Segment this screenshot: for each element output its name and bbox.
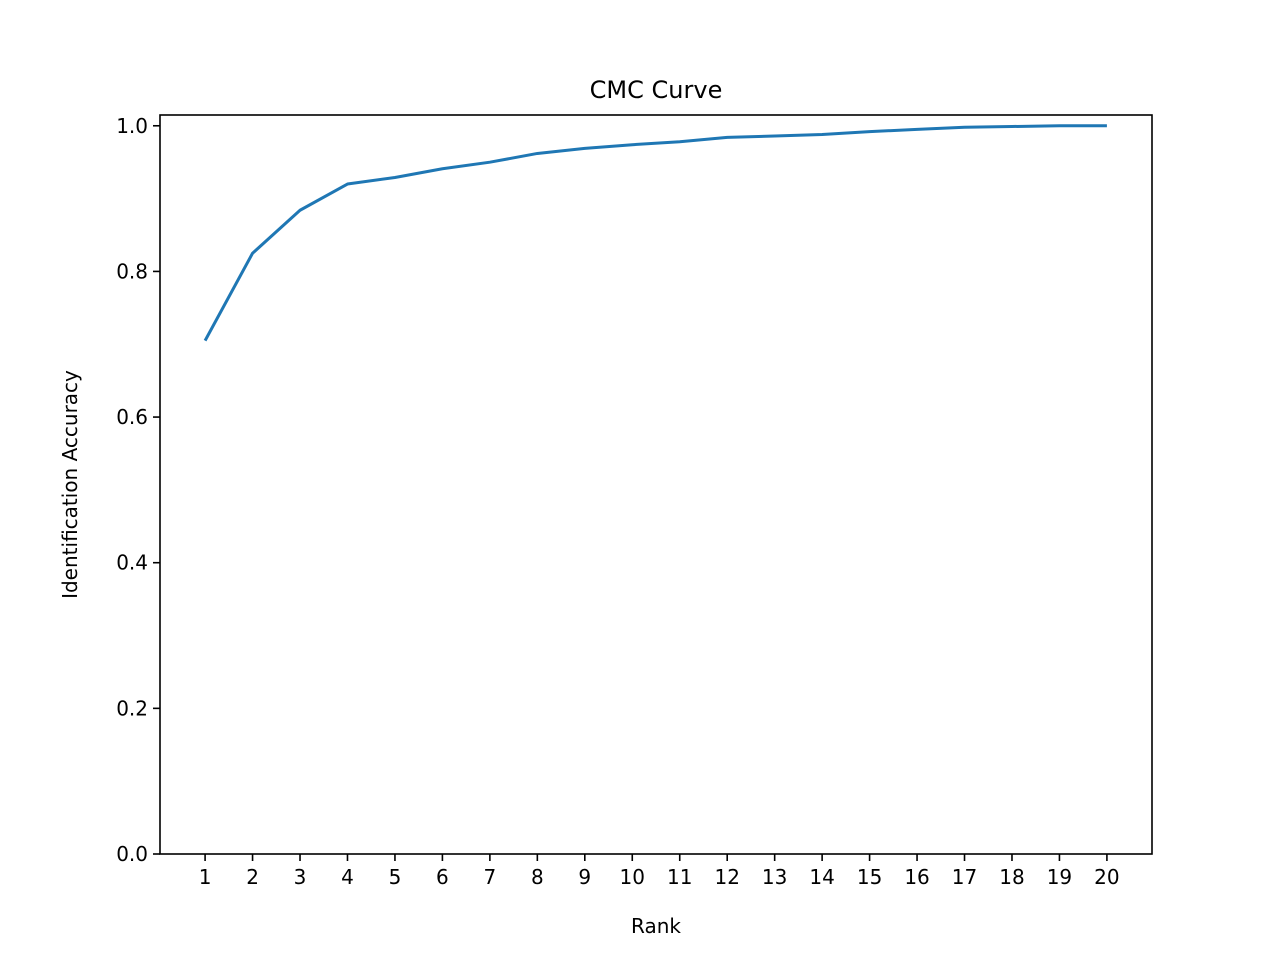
series-lines: [203, 124, 1107, 342]
y-tick-label: 0.8: [116, 259, 148, 283]
x-tick-label: 7: [484, 865, 497, 889]
x-tick-label: 1: [199, 865, 212, 889]
y-axis-label: Identification Accuracy: [58, 370, 82, 599]
x-tick-label: 18: [999, 865, 1024, 889]
x-tick-label: 11: [667, 865, 692, 889]
x-tick-label: 12: [714, 865, 739, 889]
x-tick-label: 6: [436, 865, 449, 889]
x-tick-label: 4: [341, 865, 354, 889]
x-tick-label: 2: [246, 865, 259, 889]
x-tick-label: 16: [904, 865, 929, 889]
x-tick-label: 15: [857, 865, 882, 889]
x-axis-label: Rank: [631, 914, 681, 938]
x-tick-label: 9: [578, 865, 591, 889]
y-tick-label: 0.0: [116, 842, 148, 866]
x-tick-label: 13: [762, 865, 787, 889]
plot-frame: [159, 114, 1153, 855]
x-tick-label: 5: [389, 865, 402, 889]
x-axis-ticks: 1 2 3 4 5 6 7 8 9 10 11 12 13 14 15 16 17 18 19 20: [199, 854, 1120, 889]
x-tick-label: 19: [1047, 865, 1072, 889]
x-tick-label: 20: [1094, 865, 1119, 889]
y-axis-ticks: 0.0 0.2 0.4 0.6 0.8 1.0: [116, 114, 160, 866]
y-tick-label: 0.4: [116, 551, 148, 575]
chart-title: CMC Curve: [590, 76, 723, 104]
y-tick-label: 1.0: [116, 114, 148, 138]
plot-area: [160, 115, 1152, 854]
x-tick-label: 3: [294, 865, 307, 889]
series-line-0: [203, 124, 1107, 342]
x-tick-label: 8: [531, 865, 544, 889]
x-tick-label: 10: [620, 865, 645, 889]
x-tick-label: 17: [952, 865, 977, 889]
y-tick-label: 0.2: [116, 696, 148, 720]
x-tick-label: 14: [809, 865, 834, 889]
y-tick-label: 0.6: [116, 405, 148, 429]
